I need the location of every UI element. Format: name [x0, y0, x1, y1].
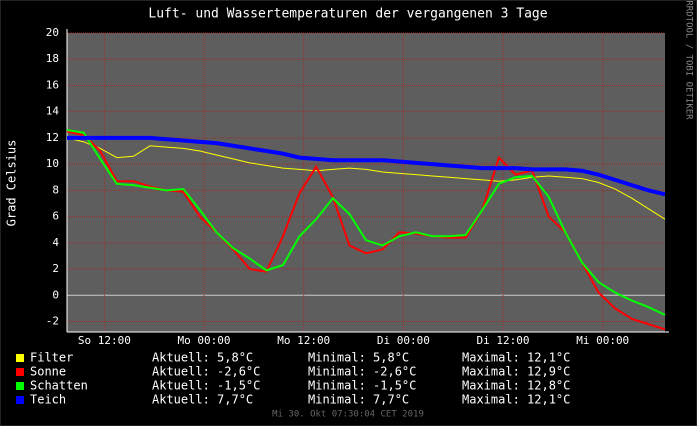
plot-area [67, 33, 665, 332]
y-tick-label: 12 [46, 131, 59, 144]
legend-stat: Aktuell: -1,5°C [152, 379, 260, 393]
series-line [66, 137, 666, 220]
x-tick-label: So 12:00 [78, 334, 131, 347]
x-tick-label: Di 00:00 [377, 334, 430, 347]
legend-label: Filter [30, 351, 73, 365]
y-tick-label: 8 [52, 183, 59, 196]
legend-stat: Aktuell: 5,8°C [152, 351, 253, 365]
legend-stat: Maximal: 12,9°C [462, 365, 570, 379]
legend-swatch [16, 396, 24, 404]
y-tick-label: -2 [46, 315, 59, 328]
y-tick-label: 18 [46, 52, 59, 65]
y-tick-label: 6 [52, 210, 59, 223]
y-tick-label: 20 [46, 26, 59, 39]
x-tick-label: Mo 12:00 [277, 334, 330, 347]
series-line [67, 135, 666, 197]
y-tick-label: 4 [52, 236, 59, 249]
legend-stat: Minimal: -2,6°C [308, 365, 416, 379]
legend-swatch [16, 382, 24, 390]
y-tick-label: 2 [52, 262, 59, 275]
y-tick-label: 10 [46, 157, 59, 170]
y-tick-label: 16 [46, 78, 59, 91]
legend-stat: Maximal: 12,1°C [462, 351, 570, 365]
legend-stat: Maximal: 12,8°C [462, 379, 570, 393]
x-tick-label: Mo 00:00 [178, 334, 231, 347]
legend-label: Teich [30, 393, 66, 407]
legend-stat: Minimal: 5,8°C [308, 351, 409, 365]
footer: Mi 30. Okt 07:30:04 CET 2019 [272, 410, 424, 420]
chart-title: Luft- und Wassertemperaturen der vergang… [148, 7, 547, 22]
legend-stat: Aktuell: 7,7°C [152, 393, 253, 407]
x-tick-label: Di 12:00 [477, 334, 530, 347]
y-axis-label: Grad Celsius [5, 140, 19, 227]
legend-stat: Aktuell: -2,6°C [152, 365, 260, 379]
y-tick-label: 14 [46, 105, 60, 118]
legend-stat: Minimal: 7,7°C [308, 393, 409, 407]
side-label: RRDTOOL / TOBI OETIKER [684, 0, 694, 120]
legend-stat: Minimal: -1,5°C [308, 379, 416, 393]
x-tick-label: Mi 00:00 [576, 334, 629, 347]
series-line [66, 129, 666, 316]
y-tick-label: 0 [52, 288, 59, 301]
legend-stat: Maximal: 12,1°C [462, 393, 570, 407]
legend-label: Sonne [30, 365, 66, 379]
legend-swatch [16, 354, 24, 362]
legend-label: Schatten [30, 379, 88, 393]
legend-swatch [16, 368, 24, 376]
